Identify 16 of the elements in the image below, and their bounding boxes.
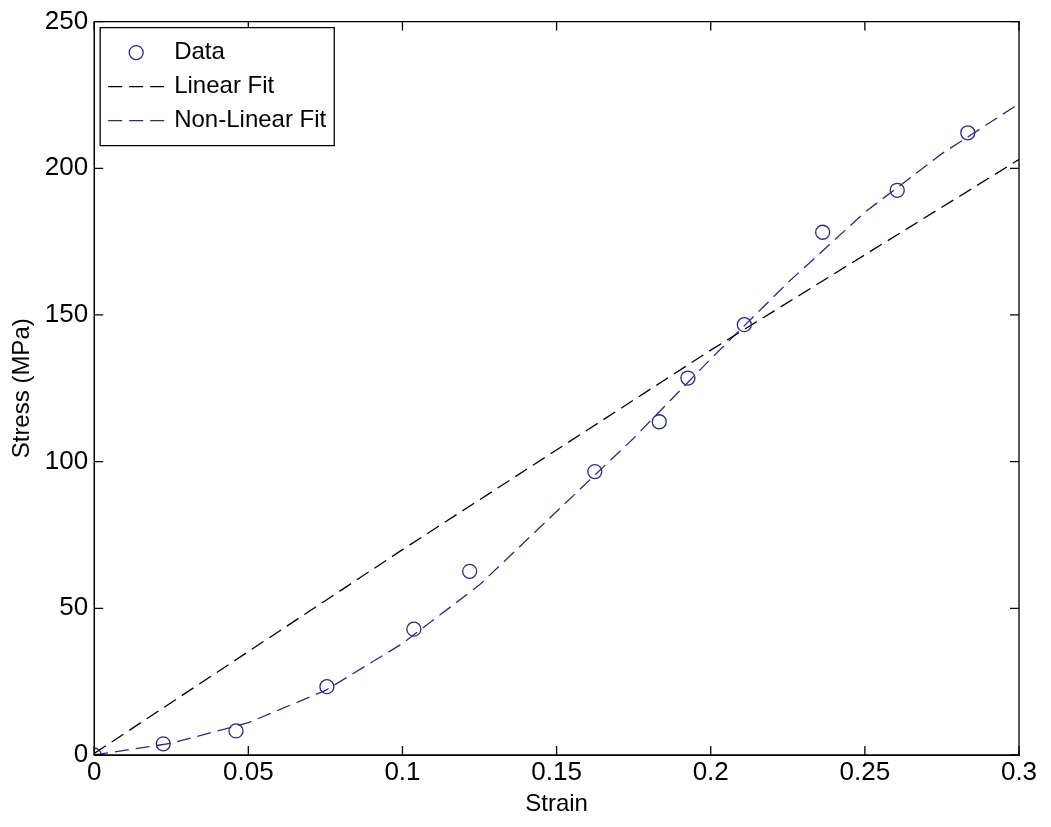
legend-label: Linear Fit: [174, 71, 275, 99]
y-tick-label: 100: [44, 444, 89, 475]
y-tick-label: 150: [44, 298, 89, 329]
x-tick-label: 0.05: [223, 755, 274, 786]
y-axis-title: Stress (MPa): [7, 318, 35, 459]
x-tick-label: 0.15: [531, 755, 582, 786]
legend-label: Non-Linear Fit: [174, 105, 327, 133]
x-tick-label: 0.3: [1000, 755, 1038, 786]
y-tick-label: 250: [44, 4, 89, 35]
x-tick-label: 0.25: [839, 755, 891, 786]
x-tick-label: 0.2: [692, 755, 729, 786]
y-tick-label: 200: [44, 151, 89, 182]
x-tick-label: 0.1: [384, 755, 421, 786]
x-axis-title: Strain: [525, 789, 588, 817]
y-tick-label: 50: [59, 591, 89, 622]
legend-label: Data: [174, 37, 226, 65]
